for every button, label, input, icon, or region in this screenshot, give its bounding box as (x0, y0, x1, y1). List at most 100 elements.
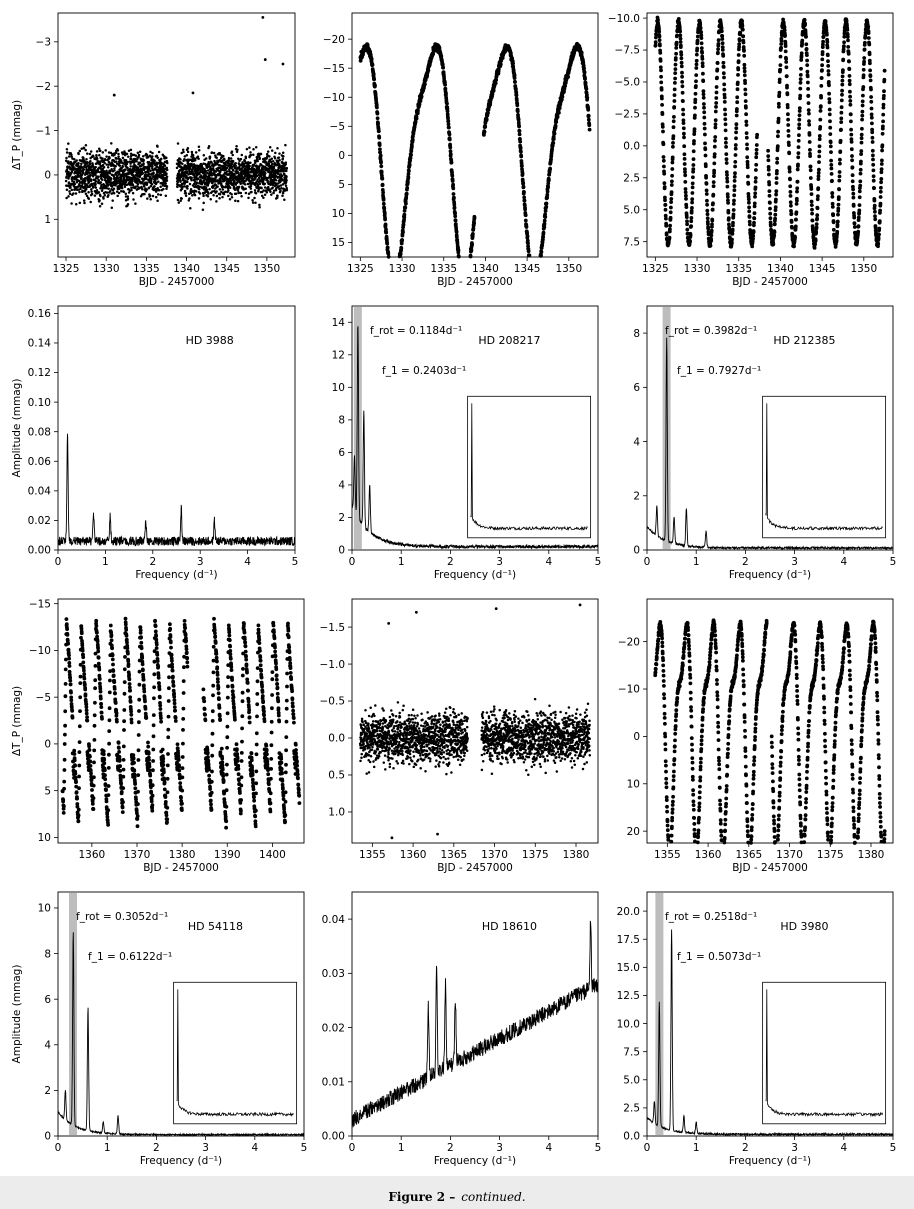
data-point (871, 174, 876, 179)
data-point (280, 174, 284, 178)
data-point (767, 189, 772, 194)
data-point (744, 135, 749, 140)
data-point (731, 202, 736, 206)
data-point (443, 82, 447, 87)
data-point (701, 71, 705, 76)
data-point (198, 185, 202, 188)
data-point (145, 182, 149, 185)
data-point (87, 191, 90, 194)
data-point (772, 230, 777, 235)
data-point (660, 96, 664, 101)
y-tick-label: −3 (36, 37, 51, 49)
data-point (184, 194, 188, 198)
data-point (694, 84, 698, 88)
data-point (184, 192, 188, 195)
data-point (691, 163, 696, 167)
data-point (689, 219, 694, 224)
data-point (517, 124, 521, 129)
data-point (796, 162, 800, 167)
y-tick-label: −10.0 (608, 13, 640, 25)
data-point (849, 140, 854, 144)
data-point (779, 38, 784, 43)
y-tick-label: 1 (44, 214, 51, 226)
data-point (683, 190, 688, 195)
data-point (869, 87, 873, 92)
data-point (179, 199, 182, 202)
data-point (753, 191, 758, 196)
data-point (156, 156, 159, 160)
data-point (235, 145, 238, 148)
data-point (557, 110, 561, 115)
data-point (103, 183, 106, 187)
data-point (182, 177, 185, 180)
data-point (94, 182, 97, 186)
y-tick-label: −10 (323, 92, 345, 104)
data-point (253, 189, 257, 192)
data-point (156, 145, 159, 148)
data-point (539, 254, 543, 258)
data-point (866, 36, 871, 40)
data-point (754, 168, 758, 172)
data-point (817, 167, 821, 172)
data-point (142, 162, 145, 165)
data-point (798, 86, 803, 91)
data-point (99, 181, 103, 184)
data-point (138, 175, 142, 178)
data-point (716, 50, 720, 55)
data-point (691, 149, 696, 154)
data-point (285, 175, 288, 179)
data-point (183, 189, 187, 193)
data-point (105, 191, 109, 194)
data-point (838, 149, 843, 154)
data-point (472, 221, 476, 226)
data-point (472, 216, 477, 220)
data-point (110, 185, 114, 188)
data-point (188, 167, 192, 170)
data-point (702, 110, 707, 115)
data-point (146, 156, 150, 159)
data-point (868, 74, 873, 78)
data-point (215, 190, 218, 193)
data-point (786, 112, 790, 117)
data-point (67, 142, 70, 145)
data-point (825, 40, 830, 44)
data-point (662, 181, 667, 186)
data-point (154, 188, 157, 191)
data-point (193, 178, 197, 181)
data-point (673, 67, 678, 71)
y-axis-label: ΔT_P (mmag) (11, 100, 23, 170)
data-point (858, 179, 863, 184)
data-point (726, 216, 731, 221)
data-point (376, 129, 381, 134)
data-point (836, 195, 841, 200)
data-point (870, 148, 875, 153)
data-point (385, 245, 390, 250)
data-point (165, 175, 169, 179)
data-point (232, 185, 236, 189)
x-axis-label: BJD - 2457000 (437, 276, 513, 288)
data-point (873, 217, 878, 222)
data-point (181, 148, 185, 152)
data-point (527, 253, 532, 258)
y-tick-label: −2 (36, 81, 51, 93)
data-point (805, 53, 809, 57)
data-point (164, 194, 168, 197)
data-point (663, 198, 667, 203)
data-point (767, 193, 772, 198)
data-point (736, 73, 740, 77)
data-point (382, 211, 387, 216)
data-point (779, 45, 783, 50)
data-point (134, 154, 138, 157)
data-point (741, 34, 746, 39)
data-point (149, 175, 152, 179)
data-point (813, 238, 818, 243)
data-point (383, 222, 388, 227)
data-point (725, 173, 729, 177)
data-point (740, 24, 745, 28)
data-point (775, 169, 779, 173)
data-point (746, 182, 751, 186)
data-point (809, 187, 814, 191)
data-point (135, 179, 139, 183)
data-point (797, 133, 801, 138)
data-point (795, 186, 800, 191)
